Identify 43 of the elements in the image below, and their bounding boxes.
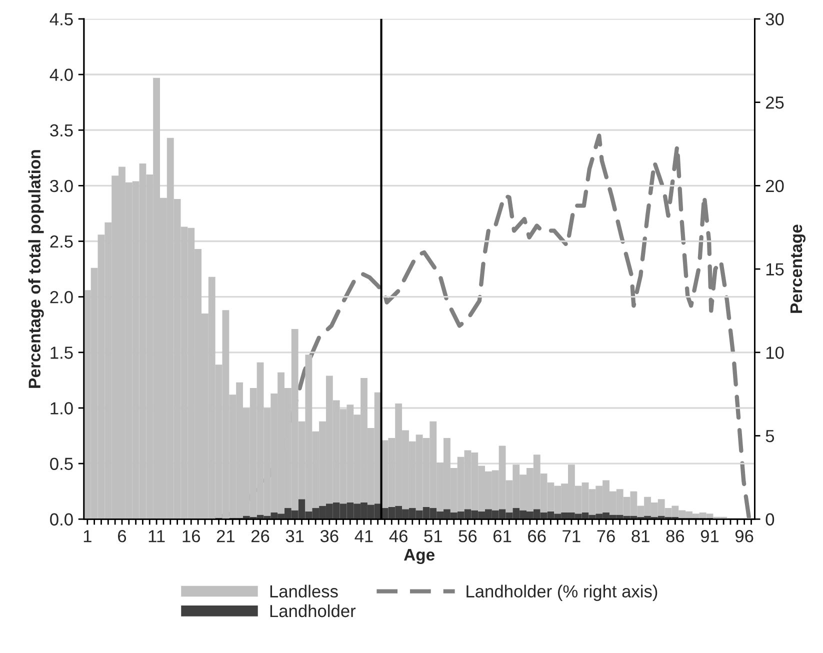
- legend-label: Landholder: [270, 604, 356, 618]
- y-tick-label: 0.0: [50, 513, 73, 526]
- y-tick-label: 2.0: [50, 290, 73, 304]
- y2-axis-title: Percentage: [790, 224, 806, 313]
- y-tick-label: 4.5: [50, 13, 73, 26]
- y2-tick-label: 15: [766, 263, 784, 276]
- y-tick-label: 4.0: [50, 68, 73, 81]
- y2-tick-label: 0: [766, 513, 774, 526]
- y2-tick-label: 20: [766, 180, 784, 192]
- x-axis-title: Age: [404, 549, 434, 564]
- x-tick-label: 36: [320, 530, 338, 542]
- x-tick-label: 46: [389, 530, 408, 542]
- x-tick-label: 96: [735, 530, 754, 542]
- y-tick-label: 3.0: [50, 180, 73, 192]
- x-tick-label: 21: [216, 530, 235, 542]
- x-tick-label: 91: [700, 530, 719, 542]
- y-axis-title: Percentage of total population: [28, 150, 44, 388]
- x-tick-label: 26: [251, 530, 270, 542]
- x-tick-label: 11: [148, 530, 165, 542]
- x-tick-label: 51: [424, 530, 442, 542]
- y2-tick-label: 25: [766, 96, 784, 109]
- y-tick-label: 3.5: [50, 124, 73, 137]
- x-tick-label: 86: [666, 530, 684, 542]
- x-tick-label: 71: [562, 530, 580, 542]
- y-tick-label: 1.5: [50, 346, 73, 359]
- y2-tick-label: 30: [766, 13, 784, 26]
- x-tick-label: 16: [182, 530, 200, 542]
- x-tick-label: 76: [597, 530, 615, 542]
- y-tick-label: 0.5: [50, 458, 73, 470]
- x-tick-label: 1: [84, 530, 92, 542]
- x-tick-label: 6: [118, 530, 126, 542]
- y2-tick-label: 10: [766, 346, 784, 359]
- x-tick-label: 66: [528, 530, 546, 542]
- x-tick-label: 31: [286, 530, 304, 542]
- x-tick-label: 81: [632, 530, 650, 542]
- x-tick-label: 56: [458, 530, 477, 542]
- legend-label: Landholder (% right axis): [466, 584, 658, 601]
- x-tick-label: 61: [494, 530, 512, 542]
- y2-tick-label: 5: [766, 430, 774, 442]
- legend-label: Landless: [270, 584, 338, 598]
- y-tick-label: 1.0: [50, 402, 73, 414]
- x-tick-label: 41: [354, 530, 373, 542]
- y-tick-label: 2.5: [50, 235, 73, 248]
